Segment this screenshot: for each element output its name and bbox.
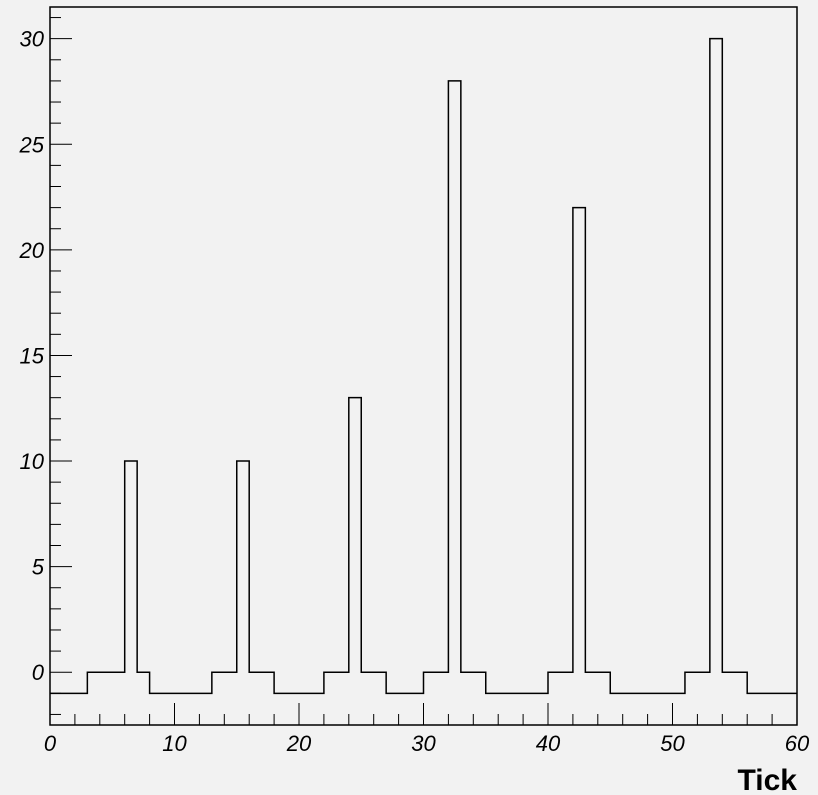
y-axis: 0 5 10 15 20 25 30 xyxy=(19,17,72,715)
y-tick-label: 15 xyxy=(20,343,45,368)
x-axis: 0 10 20 30 40 50 60 xyxy=(44,703,810,756)
x-tick-label: 20 xyxy=(286,731,312,756)
y-tick-label: 10 xyxy=(20,449,45,474)
x-axis-title: Tick xyxy=(738,764,798,795)
x-tick-label: 40 xyxy=(536,731,561,756)
x-tick-label: 60 xyxy=(785,731,810,756)
y-tick-label: 5 xyxy=(32,555,45,580)
histogram-series xyxy=(50,37,797,695)
plot-frame xyxy=(49,6,798,726)
x-tick-label: 10 xyxy=(162,731,187,756)
y-tick-label: 20 xyxy=(19,238,45,263)
x-tick-label: 50 xyxy=(660,731,685,756)
y-tick-label: 25 xyxy=(19,132,45,157)
y-tick-label: 0 xyxy=(32,660,45,685)
x-tick-label: 30 xyxy=(411,731,436,756)
x-tick-label: 0 xyxy=(44,731,57,756)
y-tick-label: 30 xyxy=(20,27,45,52)
